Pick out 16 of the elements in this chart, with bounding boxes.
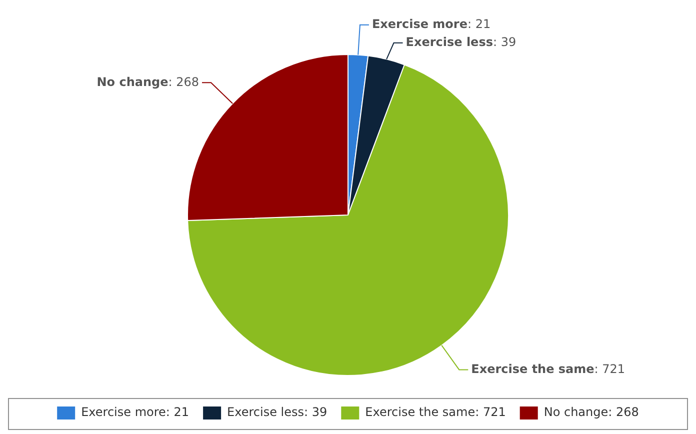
- legend-label: Exercise more: [81, 405, 166, 420]
- legend-label: No change: [544, 405, 608, 420]
- data-label: : 21: [467, 17, 491, 31]
- text: : 268: [608, 405, 639, 420]
- slice-label: No change: [96, 74, 168, 89]
- slice-label: Exercise less: [406, 35, 493, 49]
- text: : 39: [492, 35, 516, 49]
- text: : 21: [166, 405, 190, 420]
- data-label: : 721: [594, 362, 626, 376]
- legend-label: Exercise less: [227, 405, 304, 420]
- data-label: : 268: [168, 74, 199, 89]
- slice-label: Exercise more: [372, 17, 468, 31]
- slice-label: Exercise the same: [471, 362, 594, 376]
- legend-label: Exercise the same: [365, 405, 476, 420]
- data-label: : 39: [304, 405, 328, 420]
- text: : 721: [475, 405, 506, 420]
